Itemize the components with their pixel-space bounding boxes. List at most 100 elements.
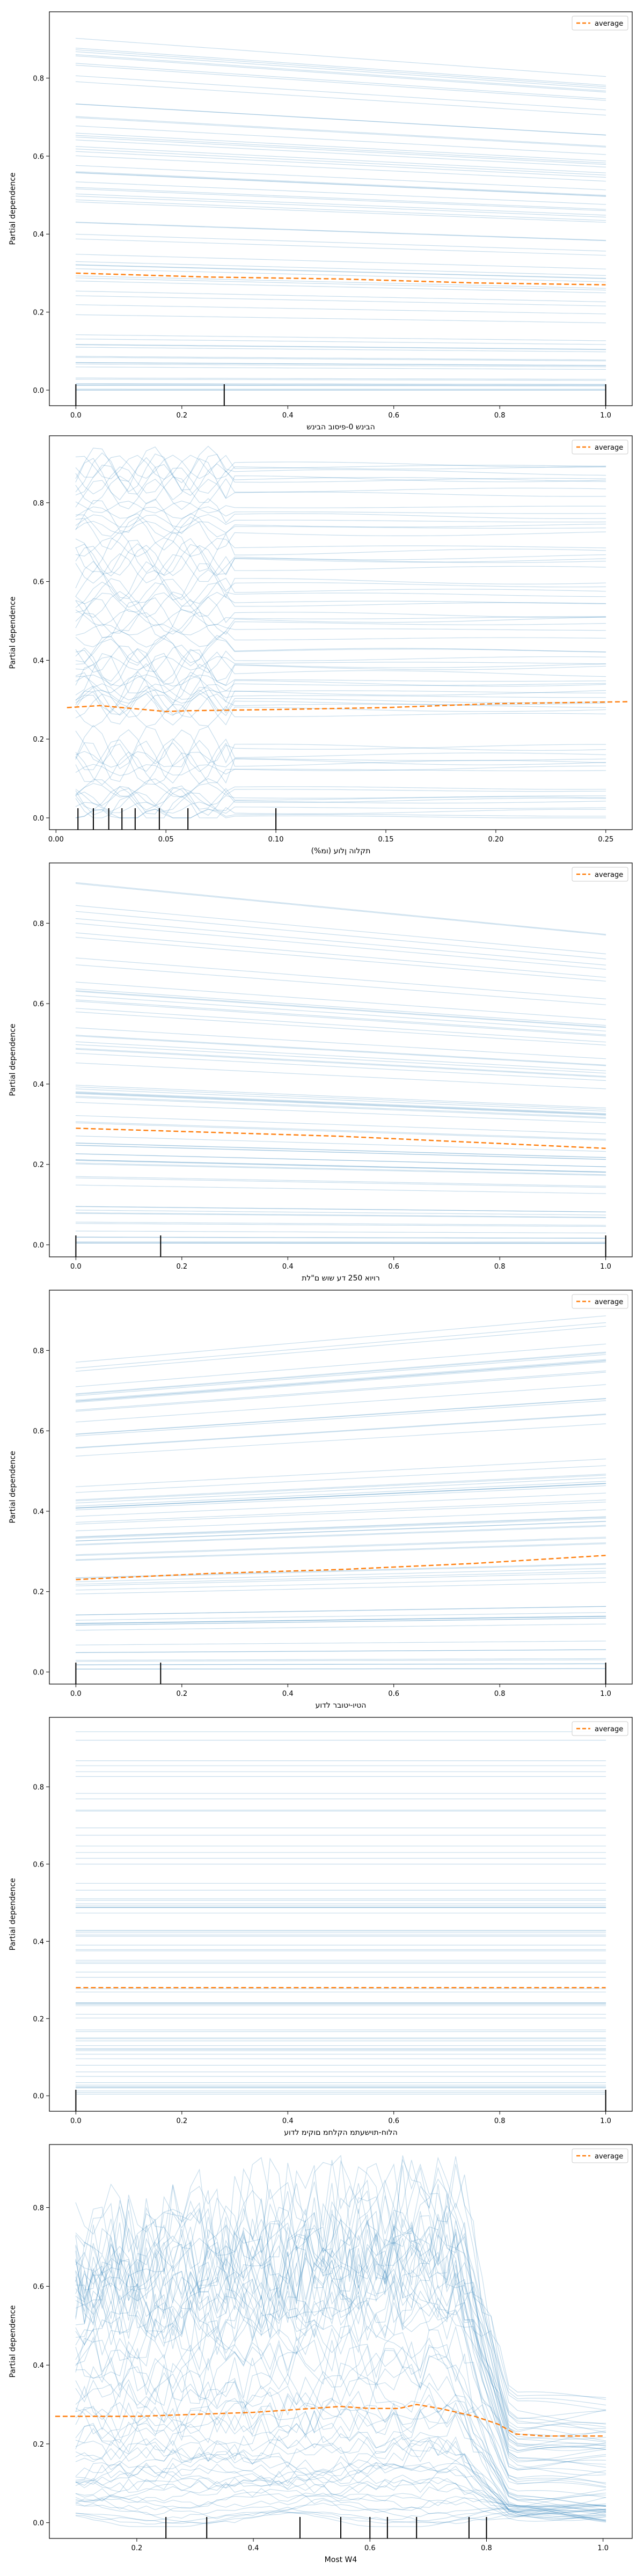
x-tick-label: 0.6 [388, 2117, 399, 2125]
ice-line [75, 233, 606, 252]
ice-line [75, 2509, 606, 2524]
y-tick-label: 0.6 [33, 579, 44, 587]
ice-line [75, 2398, 606, 2508]
ice-line [75, 304, 606, 314]
ice-line [75, 1616, 606, 1624]
ice-line [75, 1122, 606, 1141]
chart-panel-6: 0.2 0.4 0.6 0.8 1.0 0.0 0.2 0.4 0.6 0.8 Most W4 Par… [9, 2144, 633, 2564]
ice-lines [75, 2155, 606, 2527]
ice-line [75, 671, 606, 714]
legend-average-label: average [595, 871, 623, 879]
ice-line [75, 2178, 606, 2424]
ice-line [75, 2325, 606, 2483]
ice-line [75, 172, 606, 196]
ice-line [75, 1044, 606, 1074]
ice-line [75, 466, 606, 495]
y-tick-label: 0.2 [33, 2015, 44, 2023]
ice-line [75, 1474, 606, 1501]
ice-line [75, 1606, 606, 1616]
ice-line [75, 785, 606, 816]
ice-line [75, 1326, 606, 1372]
ice-line [75, 2156, 606, 2406]
ice-line [75, 801, 606, 814]
ice-line [75, 638, 606, 664]
ice-line [75, 569, 606, 601]
y-tick-label: 0.6 [33, 1428, 44, 1436]
ice-line [75, 2406, 606, 2513]
ice-line [75, 1518, 606, 1539]
ice-line [75, 999, 606, 1035]
ice-line [75, 592, 606, 613]
ice-line [75, 2395, 606, 2507]
ice-line [75, 1035, 606, 1066]
ice-line [75, 1145, 606, 1160]
ice-line [75, 1011, 606, 1046]
x-tick-label: 0.4 [282, 1690, 294, 1698]
axes-frame [49, 1717, 633, 2112]
ice-line [75, 2244, 606, 2463]
ice-line [75, 689, 606, 704]
x-tick-label: 0.00 [48, 836, 64, 844]
chart-panel-5: 0.0 0.2 0.4 0.6 0.8 1.0 0.0 0.2 0.4 0.6 0.8 הלוח-תו… [9, 1717, 633, 2137]
ice-line [75, 498, 606, 535]
ice-line [75, 1048, 606, 1077]
ice-line [75, 1027, 606, 1059]
ice-line [75, 2217, 606, 2451]
x-axis-label: הטיו-יטובר לדוע [316, 1701, 367, 1710]
ice-line [75, 911, 606, 960]
axes-frame [49, 1290, 633, 1685]
ice-line [75, 268, 606, 282]
ice-line [75, 1571, 606, 1585]
ice-line [75, 2402, 606, 2510]
ice-line [75, 1492, 606, 1517]
x-tick-label: 0.4 [282, 2117, 294, 2125]
average-line [76, 272, 606, 286]
legend-box [572, 867, 628, 882]
ice-line [75, 2439, 606, 2520]
ice-line [75, 281, 606, 294]
ice-line [75, 384, 606, 385]
ice-line [75, 2506, 606, 2521]
ice-line [75, 2462, 606, 2518]
ice-line [75, 693, 606, 719]
ice-line [75, 1213, 606, 1218]
ice-line [75, 1001, 606, 1036]
x-tick-label: 0.2 [176, 1263, 187, 1271]
ice-line [75, 2208, 606, 2431]
ice-line [75, 104, 606, 136]
legend: average [572, 867, 628, 882]
ice-line [75, 2202, 606, 2433]
axes-frame [49, 11, 633, 406]
ice-line [75, 1475, 606, 1502]
ice-line [75, 514, 606, 528]
ice-line [75, 1465, 606, 1493]
ice-line [75, 624, 606, 636]
ice-line [75, 2237, 606, 2451]
ice-line [75, 1612, 606, 1621]
ice-line [75, 171, 606, 196]
ice-line [75, 1483, 606, 1509]
ice-line [75, 63, 606, 99]
ice-line [75, 1085, 606, 1109]
ice-line [75, 561, 606, 602]
ice-line [75, 463, 606, 496]
ice-lines [75, 1731, 606, 2095]
ice-line [75, 1521, 606, 1541]
ice-line [75, 455, 606, 479]
ice-line [75, 2295, 606, 2484]
ice-line [75, 1536, 606, 1555]
ice-line [75, 2402, 606, 2507]
x-axis-label: (%ומ) תקלוה ןלוע [311, 847, 371, 855]
ice-line [75, 362, 606, 366]
ice-line [75, 1160, 606, 1173]
ice-line [75, 51, 606, 89]
chart-panel-3: 0.0 0.2 0.4 0.6 0.8 1.0 0.0 0.2 0.4 0.6 0.8 רויוא 2… [9, 862, 633, 1283]
ice-line [75, 2498, 606, 2521]
ice-line [75, 2434, 606, 2511]
ice-line [75, 1231, 606, 1234]
ice-line [75, 188, 606, 211]
ice-line [75, 357, 606, 362]
x-tick-label: 0.6 [388, 412, 399, 420]
ice-line [75, 2229, 606, 2445]
ice-line [75, 1343, 606, 1387]
